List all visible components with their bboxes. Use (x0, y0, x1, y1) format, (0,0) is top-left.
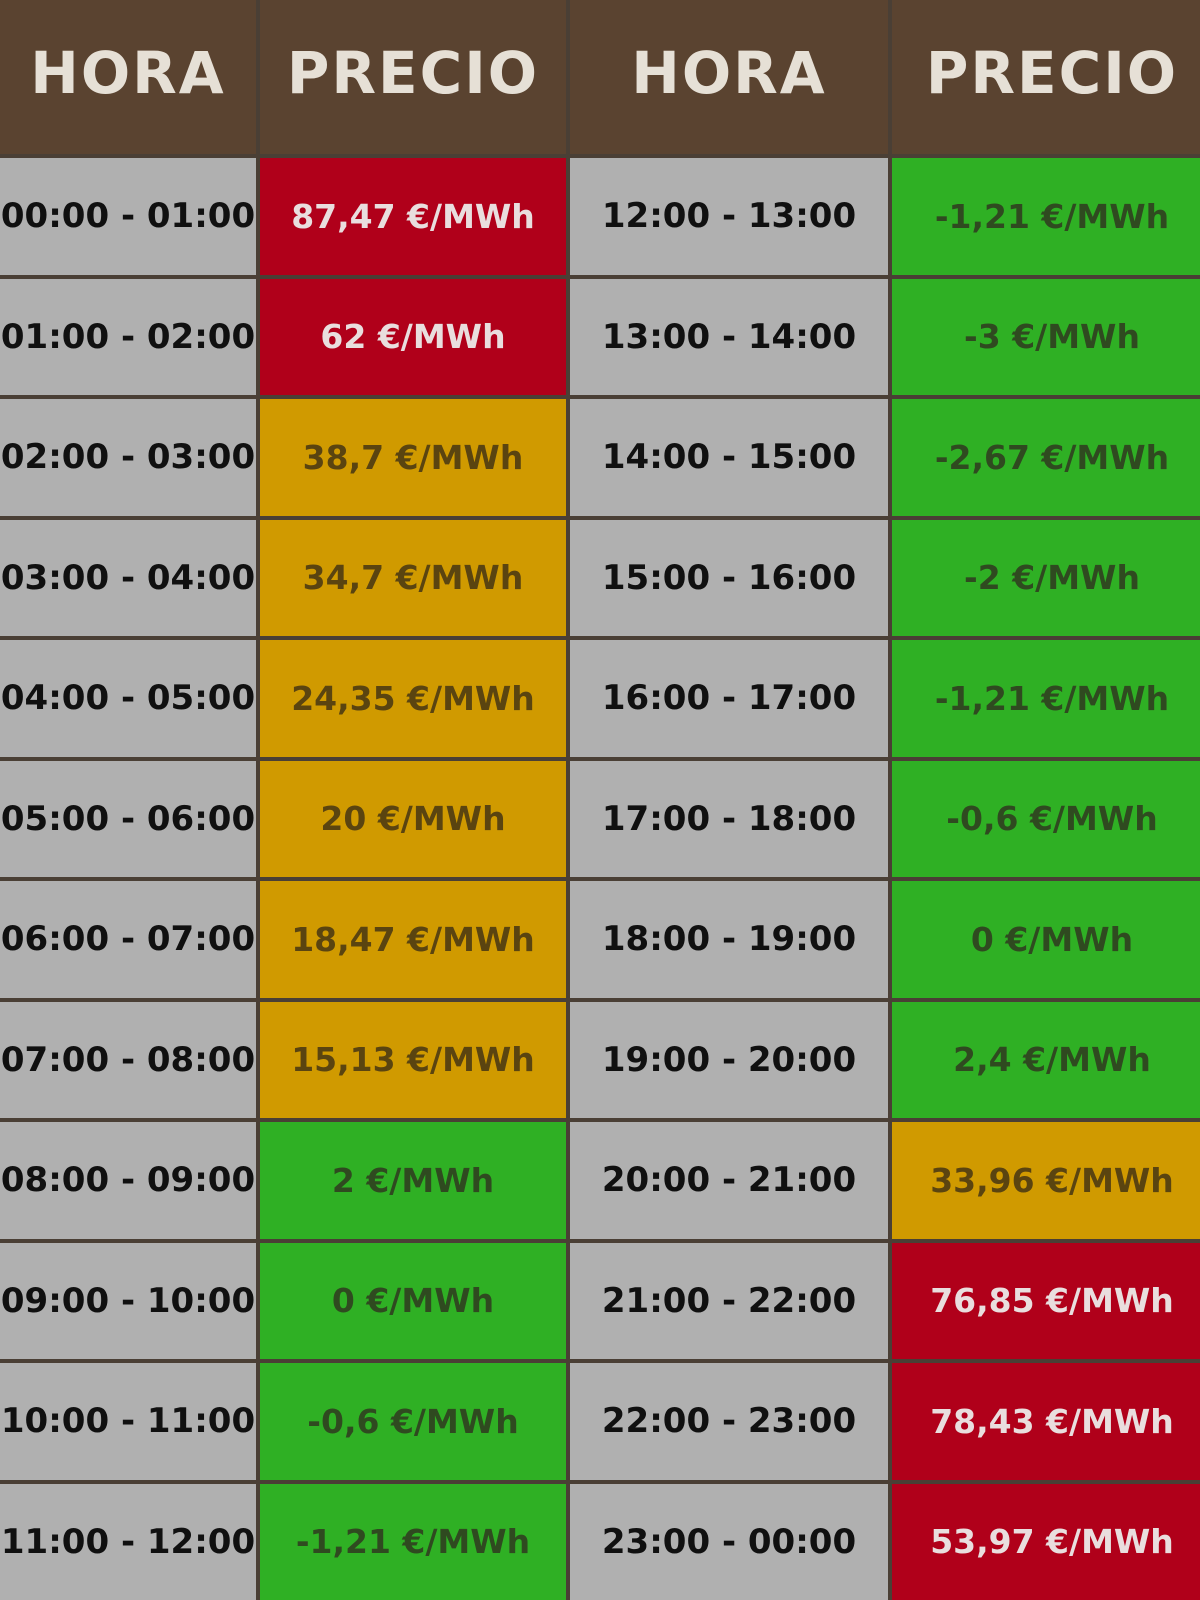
header-precio-right: PRECIO (892, 0, 1200, 154)
right-price-cell: -2,67 €/MWh (892, 399, 1200, 516)
right-time-cell: 23:00 - 00:00 (570, 1483, 888, 1600)
left-time-cell: 08:00 - 09:00 (0, 1122, 256, 1239)
left-price-cell: 38,7 €/MWh (260, 399, 566, 516)
right-time-cell: 22:00 - 23:00 (570, 1363, 888, 1480)
right-time-cell: 16:00 - 17:00 (570, 640, 888, 757)
left-time-cell: 02:00 - 03:00 (0, 399, 256, 516)
left-time-cell: 04:00 - 05:00 (0, 640, 256, 757)
right-price-cell: 33,96 €/MWh (892, 1122, 1200, 1239)
right-price-cell: 0 €/MWh (892, 881, 1200, 998)
right-price-cell: -0,6 €/MWh (892, 760, 1200, 877)
right-price-cell: -1,21 €/MWh (892, 640, 1200, 757)
right-time-cell: 18:00 - 19:00 (570, 881, 888, 998)
left-price-cell: 20 €/MWh (260, 760, 566, 877)
right-time-cell: 15:00 - 16:00 (570, 519, 888, 636)
left-time-cell: 00:00 - 01:00 (0, 158, 256, 275)
left-price-cell: -0,6 €/MWh (260, 1363, 566, 1480)
right-time-cell: 20:00 - 21:00 (570, 1122, 888, 1239)
right-price-cell: 53,97 €/MWh (892, 1483, 1200, 1600)
right-price-cell: -1,21 €/MWh (892, 158, 1200, 275)
left-time-cell: 05:00 - 06:00 (0, 760, 256, 877)
right-time-cell: 14:00 - 15:00 (570, 399, 888, 516)
right-time-cell: 21:00 - 22:00 (570, 1242, 888, 1359)
left-price-cell: 62 €/MWh (260, 278, 566, 395)
left-time-cell: 06:00 - 07:00 (0, 881, 256, 998)
left-time-cell: 07:00 - 08:00 (0, 1001, 256, 1118)
header-precio-left: PRECIO (260, 0, 566, 154)
right-price-cell: 76,85 €/MWh (892, 1242, 1200, 1359)
right-time-cell: 19:00 - 20:00 (570, 1001, 888, 1118)
left-price-cell: 15,13 €/MWh (260, 1001, 566, 1118)
right-time-cell: 17:00 - 18:00 (570, 760, 888, 877)
left-price-cell: 0 €/MWh (260, 1242, 566, 1359)
left-price-cell: 34,7 €/MWh (260, 519, 566, 636)
right-price-cell: -3 €/MWh (892, 278, 1200, 395)
header-hora-left: HORA (0, 0, 256, 154)
left-time-cell: 01:00 - 02:00 (0, 278, 256, 395)
right-price-cell: -2 €/MWh (892, 519, 1200, 636)
left-price-cell: 2 €/MWh (260, 1122, 566, 1239)
left-price-cell: 24,35 €/MWh (260, 640, 566, 757)
left-time-cell: 10:00 - 11:00 (0, 1363, 256, 1480)
right-price-cell: 78,43 €/MWh (892, 1363, 1200, 1480)
left-time-cell: 09:00 - 10:00 (0, 1242, 256, 1359)
left-price-cell: 18,47 €/MWh (260, 881, 566, 998)
left-price-cell: -1,21 €/MWh (260, 1483, 566, 1600)
right-time-cell: 13:00 - 14:00 (570, 278, 888, 395)
left-price-cell: 87,47 €/MWh (260, 158, 566, 275)
left-time-cell: 11:00 - 12:00 (0, 1483, 256, 1600)
left-time-cell: 03:00 - 04:00 (0, 519, 256, 636)
header-hora-right: HORA (570, 0, 888, 154)
right-price-cell: 2,4 €/MWh (892, 1001, 1200, 1118)
right-time-cell: 12:00 - 13:00 (570, 158, 888, 275)
